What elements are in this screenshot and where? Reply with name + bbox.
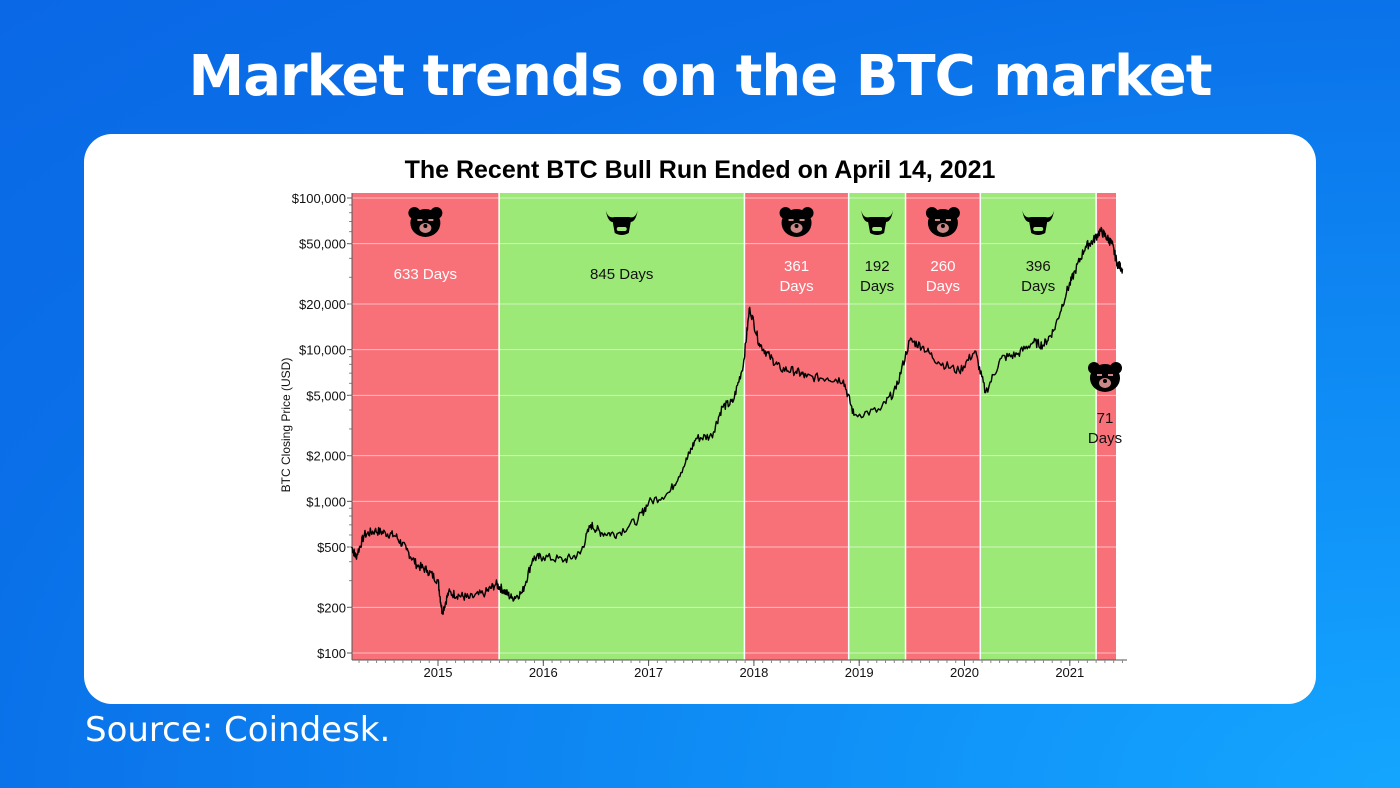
regime-band-bear xyxy=(351,193,500,660)
regime-band-bull xyxy=(980,193,1097,660)
y-tick-label: $50,000 xyxy=(299,237,346,252)
y-tick-label: $1,000 xyxy=(306,494,346,509)
x-tick-label: 2020 xyxy=(950,665,979,680)
regime-band-bear xyxy=(1096,193,1116,660)
regime-duration-unit: Days xyxy=(1021,278,1055,295)
regime-band-bull xyxy=(848,193,906,660)
regime-duration-label: 260 xyxy=(930,258,955,275)
y-tick-label: $500 xyxy=(317,540,346,555)
regime-band-bull xyxy=(499,193,745,660)
bear-icon xyxy=(1088,362,1122,392)
x-tick-label: 2016 xyxy=(529,665,558,680)
page-title: Market trends on the BTC market xyxy=(188,44,1213,109)
regime-band-bear xyxy=(905,193,981,660)
x-tick-label: 2021 xyxy=(1055,665,1084,680)
regime-duration-unit: Days xyxy=(779,278,813,295)
regime-duration-label: 361 xyxy=(784,258,809,275)
y-axis-label: BTC Closing Price (USD) xyxy=(279,358,293,493)
x-tick-label: 2018 xyxy=(739,665,768,680)
y-tick-label: $100 xyxy=(317,646,346,661)
x-tick-label: 2019 xyxy=(845,665,874,680)
regime-duration-label: 71 xyxy=(1097,410,1114,427)
y-tick-label: $2,000 xyxy=(306,449,346,464)
bull-icon xyxy=(605,210,638,235)
x-tick-label: 2015 xyxy=(424,665,453,680)
regime-duration-label: 396 xyxy=(1026,258,1051,275)
regime-duration-unit: Days xyxy=(926,278,960,295)
y-tick-label: $200 xyxy=(317,600,346,615)
regime-duration-label: 192 xyxy=(865,258,890,275)
y-tick-label: $5,000 xyxy=(306,388,346,403)
regime-band-bear xyxy=(744,193,849,660)
chart-title: The Recent BTC Bull Run Ended on April 1… xyxy=(405,156,996,184)
bull-icon xyxy=(1022,210,1055,235)
y-tick-label: $100,000 xyxy=(292,191,346,206)
bear-icon xyxy=(925,207,960,237)
source-caption: Source: Coindesk. xyxy=(85,710,391,750)
regime-duration-unit: Days xyxy=(1088,430,1122,447)
y-tick-label: $10,000 xyxy=(299,343,346,358)
regime-duration-label: 633 Days xyxy=(394,266,457,283)
bull-icon xyxy=(861,210,894,235)
regime-duration-label: 845 Days xyxy=(590,266,653,283)
x-tick-label: 2017 xyxy=(634,665,663,680)
price-line xyxy=(351,226,1124,615)
y-tick-label: $20,000 xyxy=(299,297,346,312)
bear-icon xyxy=(408,207,443,237)
bear-icon xyxy=(779,207,814,237)
regime-duration-unit: Days xyxy=(860,278,894,295)
